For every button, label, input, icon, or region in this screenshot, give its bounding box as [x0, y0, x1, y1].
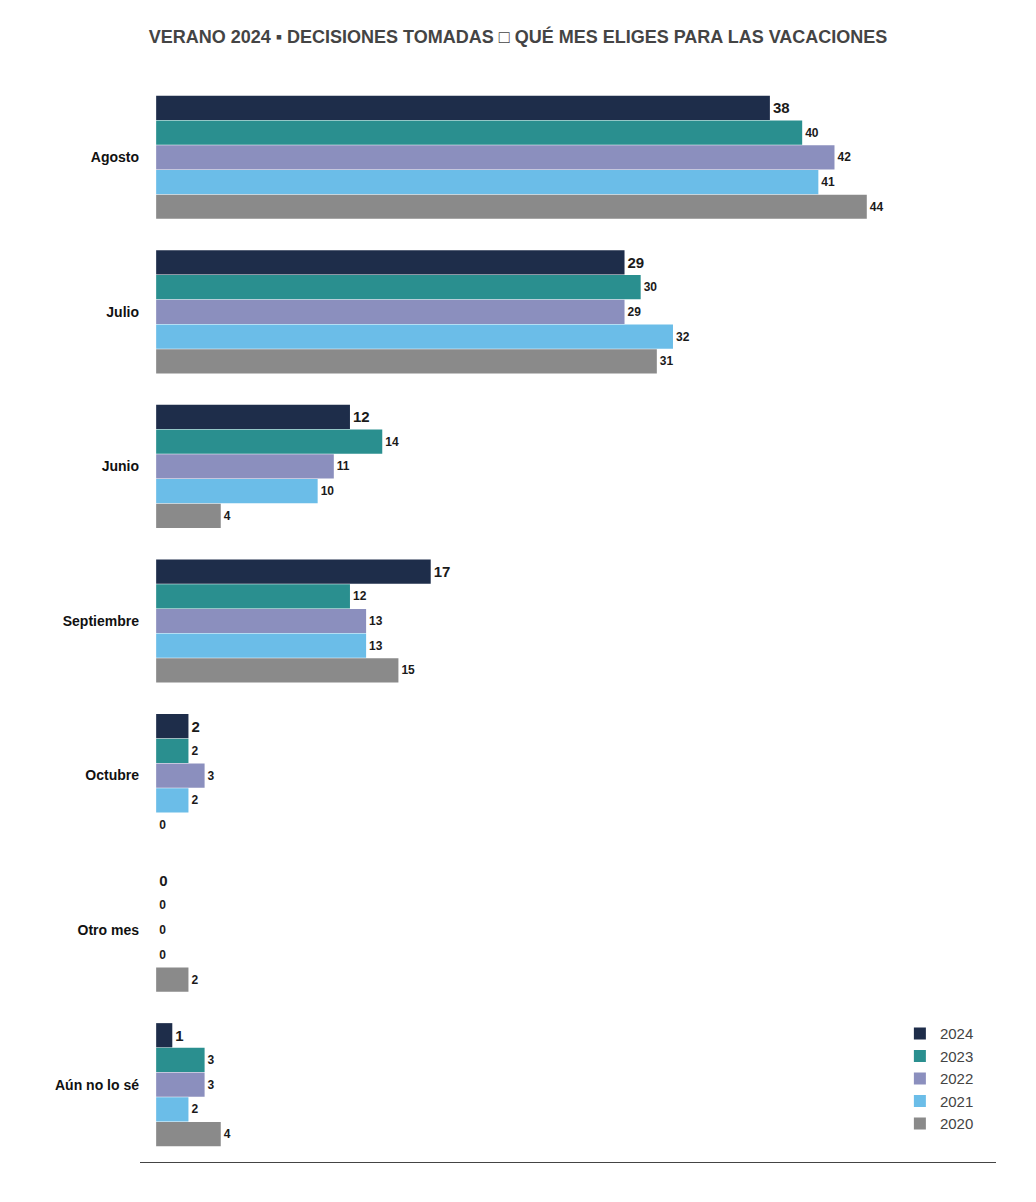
svg-text:Septiembre: Septiembre — [63, 613, 139, 629]
svg-text:2024: 2024 — [940, 1025, 973, 1042]
svg-text:2: 2 — [191, 744, 198, 758]
svg-text:1: 1 — [175, 1027, 183, 1044]
svg-text:13: 13 — [369, 639, 383, 653]
svg-text:12: 12 — [353, 589, 367, 603]
svg-text:2: 2 — [191, 793, 198, 807]
svg-text:2023: 2023 — [940, 1048, 973, 1065]
svg-text:31: 31 — [660, 354, 674, 368]
svg-text:0: 0 — [159, 818, 166, 832]
svg-text:4: 4 — [224, 1127, 231, 1141]
svg-text:Julio: Julio — [106, 304, 139, 320]
svg-text:2021: 2021 — [940, 1093, 973, 1110]
svg-text:VERANO 2024 ▪ DECISIONES TOMAD: VERANO 2024 ▪ DECISIONES TOMADAS □ QUÉ M… — [149, 26, 888, 47]
svg-text:4: 4 — [224, 509, 231, 523]
svg-text:38: 38 — [773, 99, 790, 116]
svg-text:2022: 2022 — [940, 1070, 973, 1087]
svg-text:2020: 2020 — [940, 1115, 973, 1132]
svg-text:40: 40 — [805, 126, 819, 140]
svg-text:2: 2 — [191, 1102, 198, 1116]
svg-text:0: 0 — [159, 872, 167, 889]
svg-text:11: 11 — [337, 459, 350, 473]
svg-text:3: 3 — [208, 1078, 215, 1092]
svg-text:15: 15 — [401, 663, 415, 677]
svg-text:14: 14 — [385, 435, 399, 449]
svg-text:32: 32 — [676, 330, 690, 344]
svg-text:17: 17 — [434, 563, 451, 580]
svg-text:3: 3 — [208, 1053, 215, 1067]
svg-text:12: 12 — [353, 408, 370, 425]
svg-text:41: 41 — [821, 175, 835, 189]
svg-text:3: 3 — [208, 769, 215, 783]
svg-text:10: 10 — [321, 484, 335, 498]
svg-text:0: 0 — [159, 898, 166, 912]
svg-text:29: 29 — [628, 305, 642, 319]
svg-text:2: 2 — [191, 973, 198, 987]
svg-text:13: 13 — [369, 614, 383, 628]
svg-text:29: 29 — [628, 254, 645, 271]
svg-text:Agosto: Agosto — [91, 149, 139, 165]
svg-text:Aún no lo sé: Aún no lo sé — [55, 1077, 139, 1093]
svg-text:Otro mes: Otro mes — [78, 922, 140, 938]
svg-text:42: 42 — [837, 150, 851, 164]
svg-text:30: 30 — [644, 280, 658, 294]
svg-text:Junio: Junio — [102, 458, 139, 474]
svg-text:0: 0 — [159, 948, 166, 962]
svg-text:Octubre: Octubre — [85, 767, 139, 783]
svg-text:44: 44 — [870, 200, 884, 214]
svg-text:2: 2 — [191, 718, 199, 735]
svg-text:0: 0 — [159, 923, 166, 937]
